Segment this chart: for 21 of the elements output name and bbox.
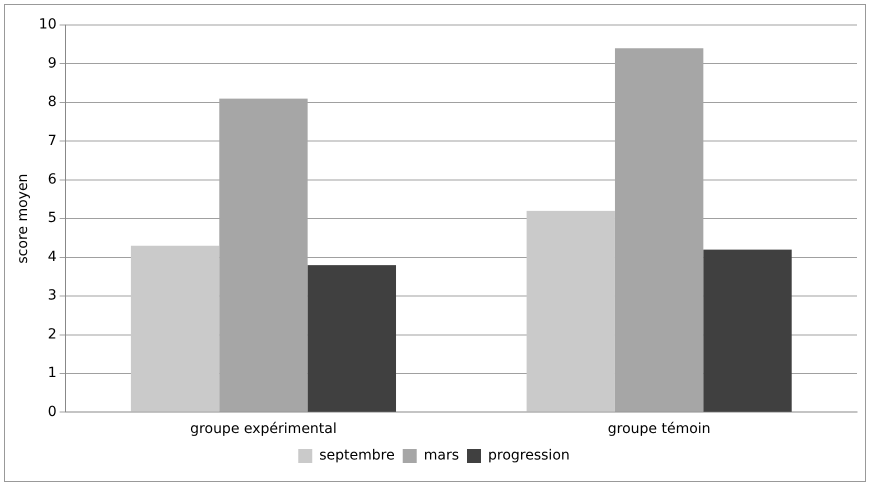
y-tick-label: 9 bbox=[48, 55, 57, 72]
y-tick-label: 8 bbox=[48, 94, 57, 110]
y-tick-label: 5 bbox=[48, 210, 57, 226]
y-tick-label: 6 bbox=[48, 172, 57, 188]
y-axis-title: score moyen bbox=[15, 174, 32, 264]
y-tick-label: 7 bbox=[48, 132, 57, 149]
y-tick-label: 2 bbox=[48, 326, 57, 342]
x-tick-label: groupe expérimental bbox=[190, 421, 337, 438]
legend-label: septembre bbox=[319, 448, 395, 464]
x-tick-label: groupe témoin bbox=[608, 421, 711, 438]
legend-label: mars bbox=[424, 448, 460, 464]
y-tick-label: 1 bbox=[48, 365, 57, 382]
y-tick-label: 4 bbox=[48, 248, 57, 265]
bar bbox=[703, 250, 792, 412]
bar bbox=[526, 210, 615, 412]
bar bbox=[308, 265, 396, 412]
y-tick-label: 10 bbox=[38, 16, 57, 33]
bar bbox=[130, 246, 220, 412]
y-tick-label: 3 bbox=[48, 288, 57, 304]
legend-label: progression bbox=[488, 448, 570, 464]
y-tick-label: 0 bbox=[48, 404, 57, 420]
